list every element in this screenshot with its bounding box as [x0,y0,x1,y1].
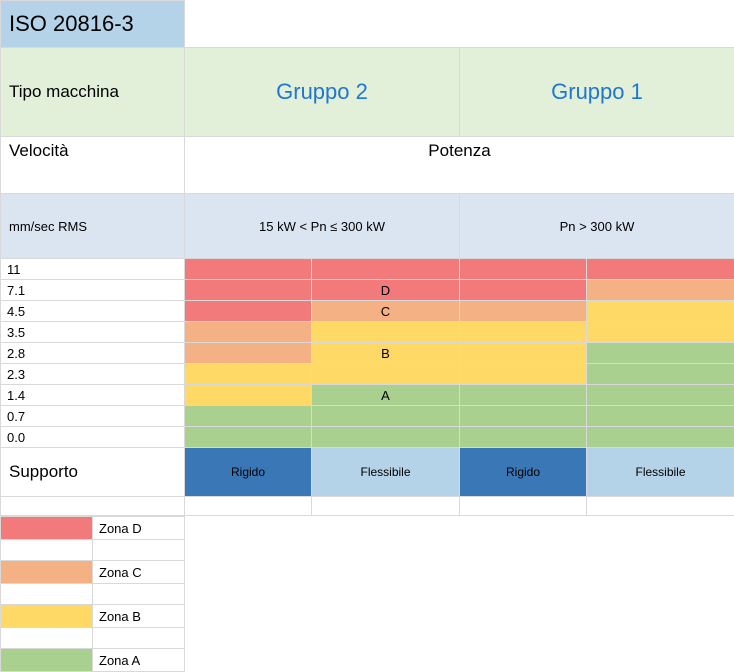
legend-spacer [1,628,185,649]
zone-cell: C [312,301,460,322]
zone-cell [460,322,587,343]
velocity-value: 3.5 [1,322,185,343]
zone-cell [587,427,734,448]
zone-cell [587,301,734,322]
vibration-row: 4.5 C [1,301,734,322]
zone-cell [460,427,587,448]
zone-cell [185,322,312,343]
velocity-value: 2.3 [1,364,185,385]
vibration-row: 2.8 B [1,343,734,364]
vibration-row: 1.4 A [1,385,734,406]
unit-label: mm/sec RMS [1,194,185,259]
legend-label: Zona A [93,649,185,672]
zone-cell [312,364,460,385]
vibration-row: 11 [1,259,734,280]
velocity-value: 0.7 [1,406,185,427]
legend-label: Zona C [93,561,185,584]
vibration-row: 7.1 D [1,280,734,301]
legend-row: Zona C [1,561,185,584]
zone-cell [460,280,587,301]
zone-cell [185,280,312,301]
zone-cell [587,343,734,364]
legend-swatch [1,605,93,628]
legend-swatch [1,649,93,672]
range-group1: Pn > 300 kW [460,194,734,259]
support-rigid: Rigido [460,448,587,497]
zone-cell [587,280,734,301]
vibration-row: 0.0 [1,427,734,448]
spacer-row [1,497,734,516]
zone-cell: D [312,280,460,301]
legend-table: Zona D Zona C Zona B Zona A [0,516,185,672]
zone-cell [587,406,734,427]
zone-cell [587,322,734,343]
zone-cell [185,259,312,280]
zone-cell [185,301,312,322]
support-flexible: Flessibile [587,448,734,497]
zone-cell: B [312,343,460,364]
velocity-value: 1.4 [1,385,185,406]
legend-row: Zona B [1,605,185,628]
zone-cell [460,343,587,364]
legend-row: Zona A [1,649,185,672]
zone-cell [460,259,587,280]
standard-title: ISO 20816-3 [1,1,185,48]
zone-cell: A [312,385,460,406]
velocity-value: 0.0 [1,427,185,448]
support-label: Supporto [1,448,185,497]
zone-cell [312,259,460,280]
group1-header: Gruppo 1 [460,48,734,137]
zone-cell [460,406,587,427]
velocity-value: 11 [1,259,185,280]
zone-cell [312,406,460,427]
vibration-row: 2.3 [1,364,734,385]
legend-swatch [1,561,93,584]
zone-cell [185,427,312,448]
group2-header: Gruppo 2 [185,48,460,137]
power-label: Potenza [185,137,734,194]
zone-cell [185,364,312,385]
support-rigid: Rigido [185,448,312,497]
legend-spacer [1,540,185,561]
zone-cell [312,427,460,448]
zone-cell [185,385,312,406]
legend-swatch [1,517,93,540]
zone-cell [460,385,587,406]
zone-cell [185,406,312,427]
zone-cell [587,364,734,385]
zone-cell [312,322,460,343]
legend-label: Zona D [93,517,185,540]
velocity-value: 2.8 [1,343,185,364]
legend-label: Zona B [93,605,185,628]
legend-spacer [1,584,185,605]
speed-label: Velocità [1,137,185,194]
range-group2: 15 kW < Pn ≤ 300 kW [185,194,460,259]
zone-cell [587,259,734,280]
zone-cell [185,343,312,364]
support-flexible: Flessibile [312,448,460,497]
vibration-row: 3.5 [1,322,734,343]
machine-type-label: Tipo macchina [1,48,185,137]
velocity-value: 4.5 [1,301,185,322]
legend-row: Zona D [1,517,185,540]
vibration-row: 0.7 [1,406,734,427]
zone-cell [587,385,734,406]
iso-vibration-table: ISO 20816-3 Tipo macchina Gruppo 2 Grupp… [0,0,734,516]
velocity-value: 7.1 [1,280,185,301]
zone-cell [460,301,587,322]
zone-cell [460,364,587,385]
